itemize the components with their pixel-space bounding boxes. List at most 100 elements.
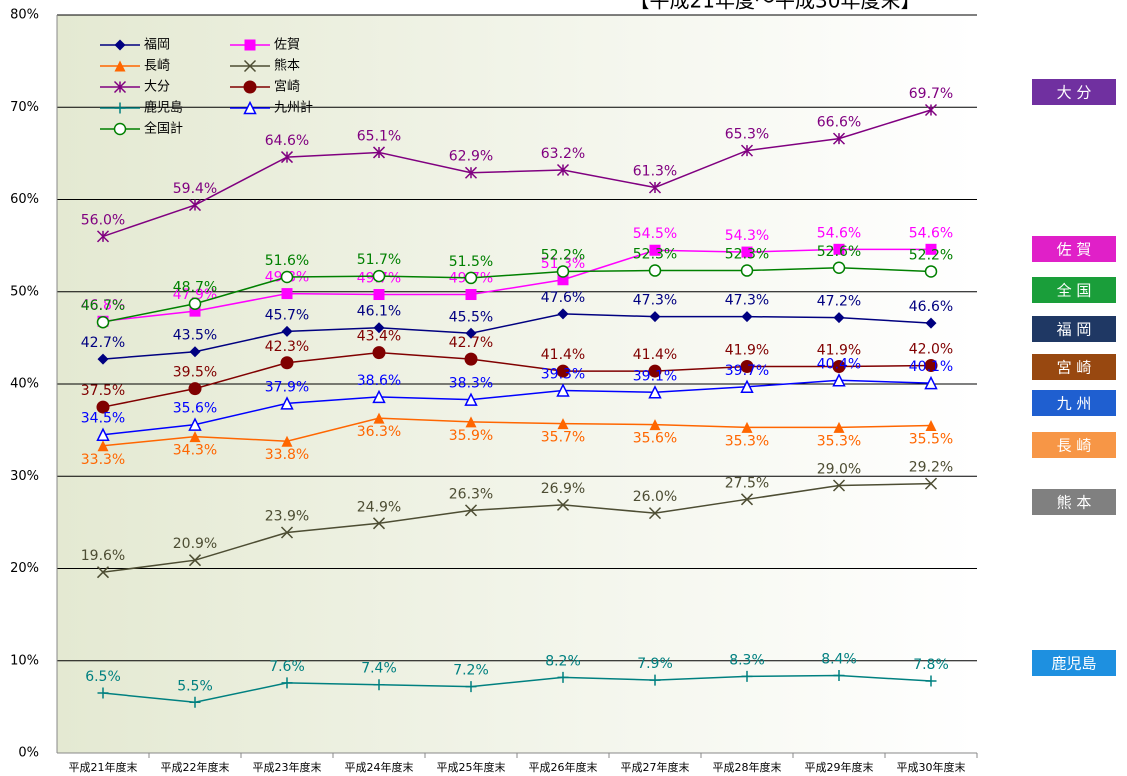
data-label: 47.3%: [725, 293, 769, 309]
x-tick-label: 平成21年度末: [69, 760, 138, 774]
marker-shape: [96, 566, 110, 579]
data-label: 38.6%: [357, 373, 401, 389]
marker: [280, 526, 294, 539]
series-line: [102, 267, 932, 323]
data-label: 34.5%: [81, 411, 125, 427]
marker: [648, 264, 662, 277]
side-label: 熊 本: [1057, 494, 1092, 512]
data-label: 47.3%: [633, 293, 677, 309]
marker-shape: [373, 412, 385, 424]
marker-shape: [464, 166, 478, 179]
marker: [833, 243, 845, 255]
marker-shape: [373, 679, 385, 691]
data-label: 39.7%: [725, 363, 769, 379]
series-line: [102, 379, 932, 436]
marker: [832, 479, 846, 492]
marker-shape: [832, 359, 846, 373]
marker-shape: [925, 317, 937, 329]
data-label: 65.3%: [725, 127, 769, 143]
marker: [281, 677, 293, 689]
legend-label: 長崎: [144, 59, 170, 74]
data-label: 23.9%: [265, 509, 309, 525]
marker-shape: [243, 100, 257, 115]
marker: [464, 352, 478, 366]
marker-shape: [925, 420, 937, 432]
y-tick-label: 50%: [10, 284, 39, 299]
marker-shape: [280, 396, 294, 410]
marker: [372, 269, 386, 283]
marker: [925, 675, 937, 687]
marker: [96, 566, 110, 579]
data-label: 43.4%: [357, 329, 401, 345]
marker-shape: [741, 421, 753, 433]
marker: [649, 419, 661, 431]
marker-shape: [188, 382, 202, 396]
x-tick-label: 平成28年度末: [713, 760, 782, 774]
marker-shape: [741, 670, 753, 682]
marker-shape: [373, 322, 385, 334]
marker: [243, 59, 257, 73]
data-label: 42.7%: [449, 335, 493, 351]
marker-shape: [281, 677, 293, 689]
marker-shape: [557, 274, 569, 286]
marker: [556, 265, 570, 278]
data-label: 61.3%: [633, 164, 677, 180]
x-tick-label: 平成29年度末: [805, 760, 874, 774]
x-tick-label: 平成25年度末: [437, 760, 506, 774]
data-label: 20.9%: [173, 536, 217, 552]
marker: [924, 375, 938, 390]
data-label: 27.5%: [725, 475, 769, 491]
marker-shape: [556, 498, 570, 511]
marker: [649, 674, 661, 686]
marker-shape: [924, 103, 938, 117]
x-tick-label: 平成27年度末: [621, 760, 690, 774]
marker: [244, 39, 256, 51]
data-label: 65.1%: [357, 128, 401, 144]
marker-shape: [741, 246, 753, 258]
series-line: [102, 351, 932, 408]
legend-label: 熊本: [274, 58, 300, 74]
side-label-box: [1032, 489, 1116, 515]
marker: [557, 274, 569, 286]
data-label: 47.9%: [173, 287, 217, 303]
marker-shape: [648, 364, 662, 378]
marker-shape: [741, 311, 753, 323]
marker: [740, 379, 754, 394]
data-label: 46.8%: [81, 297, 125, 313]
marker: [373, 289, 385, 301]
data-label: 52.3%: [725, 247, 769, 263]
side-label-box: [1032, 432, 1116, 458]
legend-label: 大分: [144, 80, 170, 95]
data-label: 37.5%: [81, 383, 125, 399]
marker: [833, 421, 845, 433]
marker-shape: [464, 504, 478, 517]
marker: [464, 504, 478, 517]
data-label: 51.3%: [541, 256, 585, 272]
side-label: 福 岡: [1057, 321, 1092, 339]
marker-shape: [97, 440, 109, 452]
data-label: 19.6%: [81, 548, 125, 564]
marker-shape: [924, 265, 938, 278]
marker: [189, 696, 201, 708]
x-tick-label: 平成30年度末: [897, 760, 966, 774]
marker: [557, 671, 569, 683]
marker-shape: [372, 146, 386, 159]
marker: [556, 383, 570, 397]
y-tick-label: 30%: [10, 469, 39, 484]
y-tick-label: 0%: [18, 746, 39, 761]
data-label: 46.1%: [357, 304, 401, 320]
marker: [464, 392, 478, 406]
marker: [464, 271, 478, 285]
side-label-box: [1032, 390, 1116, 416]
marker-shape: [648, 264, 662, 277]
marker: [189, 346, 201, 358]
data-label: 8.3%: [729, 652, 765, 668]
marker: [372, 346, 386, 360]
data-label: 39.3%: [541, 366, 585, 382]
data-label: 66.6%: [817, 115, 861, 131]
marker: [556, 498, 570, 511]
data-label: 52.2%: [541, 247, 585, 263]
marker: [833, 312, 845, 324]
marker-shape: [464, 392, 478, 406]
